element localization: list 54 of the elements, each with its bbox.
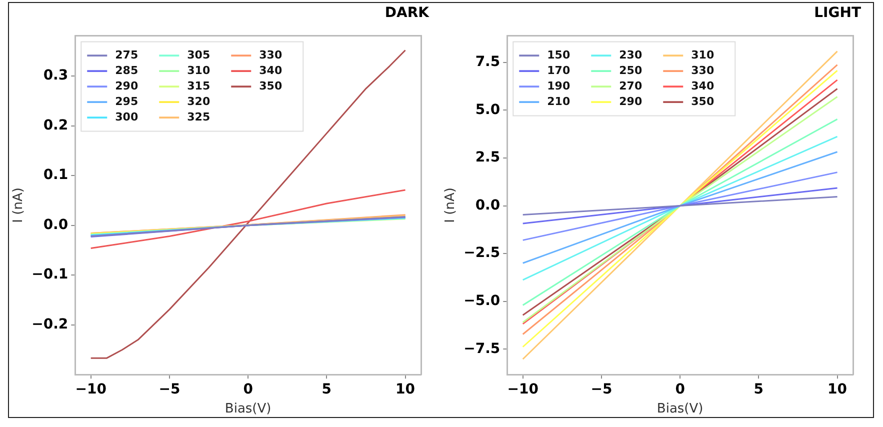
legend-label: 270 (619, 79, 642, 92)
y-tick-label: −5.0 (464, 293, 500, 310)
x-tick-label: 5 (322, 382, 332, 398)
x-tick-label: 5 (754, 382, 764, 398)
chart-title: DARK (384, 5, 430, 22)
y-tick-label: 5.0 (475, 102, 500, 118)
y-axis-title: I (nA) (443, 188, 458, 223)
legend-label: 300 (115, 110, 138, 124)
y-tick-label: 0.1 (43, 167, 68, 184)
x-tick-label: 10 (828, 382, 848, 398)
x-tick-label: −5 (590, 382, 612, 398)
legend-label: 330 (691, 64, 714, 77)
y-tick-label: −7.5 (464, 340, 500, 357)
legend-label: 210 (547, 94, 570, 108)
x-tick-label: 10 (396, 382, 416, 398)
x-tick-label: 0 (243, 382, 254, 398)
y-tick-label: 0.0 (43, 216, 68, 233)
legend-label: 340 (691, 79, 714, 92)
y-tick-label: −2.5 (464, 245, 500, 262)
legend-label: 310 (187, 64, 210, 77)
y-axis-title: I (nA) (11, 188, 26, 223)
legend-label: 230 (619, 48, 642, 62)
y-tick-label: 0.2 (43, 117, 68, 134)
legend-label: 150 (547, 48, 570, 62)
legend-label: 315 (187, 79, 210, 92)
chart-title: LIGHT (814, 5, 862, 22)
y-tick-label: −0.2 (32, 316, 68, 332)
x-tick-label: −5 (158, 382, 180, 398)
legend-label: 285 (115, 64, 138, 77)
y-tick-label: 0.3 (43, 68, 68, 84)
y-tick-label: 2.5 (475, 150, 500, 166)
legend-label: 340 (259, 64, 282, 77)
y-tick-label: 7.5 (475, 54, 500, 70)
legend-label: 350 (691, 94, 714, 108)
legend-label: 305 (187, 48, 210, 62)
y-tick-label: 0.0 (475, 197, 500, 214)
x-tick-label: 0 (675, 382, 686, 398)
legend-label: 250 (619, 64, 642, 77)
x-tick-label: −10 (75, 382, 107, 398)
legend-label: 190 (547, 79, 570, 92)
legend-label: 325 (187, 110, 210, 124)
legend-label: 330 (259, 48, 282, 62)
legend-label: 275 (115, 48, 138, 62)
legend-label: 170 (547, 64, 570, 77)
legend-label: 290 (619, 94, 642, 108)
x-tick-label: −10 (507, 382, 539, 398)
legend-label: 350 (259, 79, 282, 92)
x-axis-title: Bias(V) (224, 402, 272, 417)
x-axis-title: Bias(V) (656, 402, 704, 417)
legend-label: 295 (115, 94, 138, 108)
legend-label: 310 (691, 48, 714, 62)
legend-label: 290 (115, 79, 138, 92)
y-tick-label: −0.1 (32, 266, 68, 283)
legend-label: 320 (187, 94, 210, 108)
